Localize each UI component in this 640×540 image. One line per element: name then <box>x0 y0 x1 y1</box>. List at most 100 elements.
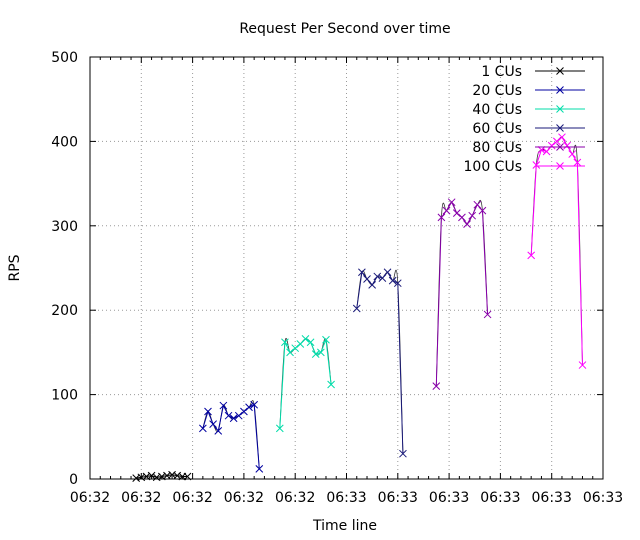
data-point <box>552 137 561 146</box>
data-point <box>286 348 294 357</box>
x-tick-label: 06:32 <box>172 490 212 506</box>
data-point <box>468 211 477 220</box>
legend-marker <box>556 143 564 151</box>
x-tick-label: 06:32 <box>121 490 161 506</box>
series-smooth-line <box>202 400 260 469</box>
x-axis-label: Time line <box>312 518 377 534</box>
data-point <box>209 420 217 428</box>
data-point <box>373 272 382 281</box>
y-tick-label: 200 <box>51 303 78 319</box>
data-point <box>563 141 571 150</box>
data-point <box>452 209 461 217</box>
data-point <box>327 380 335 389</box>
data-point <box>234 411 243 420</box>
series-line <box>356 270 404 454</box>
data-point <box>219 401 228 410</box>
series-60-cus <box>352 268 407 458</box>
x-tick-label: 06:33 <box>429 490 469 506</box>
x-tick-label: 06:33 <box>326 490 366 506</box>
series-smooth-line <box>279 337 332 429</box>
data-point <box>399 449 407 458</box>
data-point <box>378 274 387 282</box>
data-point <box>352 304 361 313</box>
legend-label: 80 CUs <box>472 140 522 156</box>
data-point <box>229 414 238 423</box>
data-point <box>183 472 192 481</box>
data-point <box>478 206 487 215</box>
legend-marker <box>556 162 564 170</box>
legend-marker <box>556 105 564 113</box>
series-smooth-line <box>356 269 404 454</box>
series-80-cus <box>432 198 492 391</box>
data-point <box>316 348 325 357</box>
chart-title: Request Per Second over time <box>239 21 450 37</box>
y-tick-label: 500 <box>51 50 78 66</box>
legend-marker <box>556 67 564 75</box>
data-point <box>240 407 248 416</box>
series-line <box>530 136 583 366</box>
data-point <box>214 427 223 435</box>
series-40-cus <box>275 335 335 433</box>
x-tick-label: 06:32 <box>70 490 110 506</box>
data-point <box>473 200 482 209</box>
x-tick-label: 06:33 <box>378 490 418 506</box>
x-tick-label: 06:33 <box>532 490 572 506</box>
x-tick-label: 06:32 <box>224 490 264 506</box>
data-point <box>393 279 402 288</box>
series-smooth-line <box>530 136 583 366</box>
data-point <box>483 310 492 319</box>
data-point <box>147 471 156 480</box>
data-point <box>447 198 456 207</box>
data-point <box>281 338 289 347</box>
series-group <box>132 133 587 483</box>
y-tick-label: 400 <box>51 134 78 150</box>
y-axis-label: RPS <box>7 254 23 281</box>
x-tick-label: 06:33 <box>583 490 623 506</box>
legend-marker <box>556 124 564 132</box>
legend-label: 100 CUs <box>464 159 523 175</box>
plot-frame <box>89 56 604 480</box>
series-100-cus <box>527 133 587 369</box>
x-tick-label: 06:33 <box>480 490 520 506</box>
data-point <box>383 268 392 277</box>
data-point <box>291 344 300 353</box>
data-point <box>388 276 397 285</box>
legend-label: 1 CUs <box>481 64 522 80</box>
series-line <box>279 338 332 429</box>
legend-marker <box>556 86 564 94</box>
series-20-cus <box>199 400 264 473</box>
y-tick-label: 300 <box>51 219 78 235</box>
data-point <box>537 145 546 154</box>
data-point <box>224 411 233 420</box>
data-point <box>199 424 207 433</box>
data-point <box>301 335 310 343</box>
legend-label: 40 CUs <box>472 102 522 118</box>
grid-lines <box>90 57 603 479</box>
data-point <box>368 281 377 289</box>
legend: 1 CUs 20 CUs 40 CUs 60 CUs 80 CUs 100 CUs <box>464 64 585 175</box>
series-smooth-line <box>435 200 488 387</box>
y-axis: 0 100 200 300 400 500 <box>51 50 603 488</box>
data-point <box>437 213 446 222</box>
y-tick-label: 0 <box>69 472 78 488</box>
series-1-cus <box>132 470 192 483</box>
data-point <box>250 400 259 409</box>
data-point <box>573 158 582 167</box>
data-point <box>275 424 284 433</box>
data-point <box>432 382 441 391</box>
data-point <box>306 338 315 347</box>
data-point <box>458 213 466 222</box>
x-tick-label: 06:32 <box>275 490 315 506</box>
data-point <box>442 206 451 215</box>
data-point <box>463 220 471 228</box>
data-point <box>547 141 556 150</box>
legend-label: 20 CUs <box>472 83 522 99</box>
data-point <box>358 268 366 277</box>
data-point <box>245 403 253 412</box>
data-point <box>568 150 577 158</box>
legend-label: 60 CUs <box>472 121 522 137</box>
data-point <box>204 407 212 416</box>
data-point <box>578 361 587 369</box>
data-point <box>542 147 551 156</box>
